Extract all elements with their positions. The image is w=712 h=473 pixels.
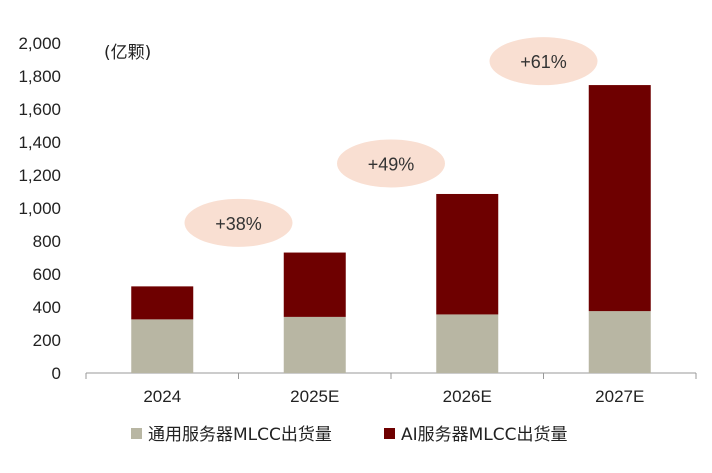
ai-server-mlcc-bar	[283, 252, 346, 317]
y-tick-label: 600	[33, 265, 61, 284]
general-server-mlcc-bar	[131, 319, 194, 373]
growth-bubble	[184, 198, 293, 247]
unit-label: (亿颗)	[104, 43, 151, 63]
growth-label: +61%	[520, 52, 567, 72]
y-tick-label: 2,000	[18, 34, 61, 53]
bars	[131, 85, 651, 373]
legend-general-server-swatch	[131, 428, 142, 439]
legend: 通用服务器MLCC出货量 AI服务器MLCC出货量	[131, 425, 568, 445]
y-tick-label: 1,800	[18, 67, 61, 86]
x-tick-label: 2024	[143, 387, 181, 406]
y-tick-label: 200	[33, 331, 61, 350]
y-tick-label: 1,600	[18, 100, 61, 119]
growth-label: +38%	[215, 214, 262, 234]
y-tick-label: 800	[33, 232, 61, 251]
legend-ai-server-swatch	[384, 428, 395, 439]
y-tick-label: 1,000	[18, 199, 61, 218]
y-axis: 0 200 400 600 800 1,000 1,200 1,400 1,600 1,800 2,…	[18, 34, 61, 383]
y-tick-label: 1,400	[18, 133, 61, 152]
general-server-mlcc-bar	[283, 316, 346, 373]
legend-general-server-label: 通用服务器MLCC出货量	[148, 425, 332, 445]
x-tick-label: 2025E	[290, 387, 339, 406]
general-server-mlcc-bar	[588, 311, 651, 373]
y-tick-label: 400	[33, 298, 61, 317]
x-axis: 2024 2025E 2026E 2027E	[85, 372, 697, 406]
y-tick-label: 1,200	[18, 166, 61, 185]
growth-bubble	[489, 37, 598, 86]
general-server-mlcc-bar	[436, 314, 499, 373]
x-tick-label: 2026E	[443, 387, 492, 406]
growth-label: +49%	[368, 154, 415, 174]
ai-server-mlcc-bar	[131, 286, 194, 320]
legend-ai-server-label: AI服务器MLCC出货量	[401, 425, 568, 445]
growth-annotations: +38% +49% +61%	[184, 37, 598, 247]
ai-server-mlcc-bar	[588, 85, 651, 312]
growth-bubble	[337, 139, 445, 188]
y-tick-label: 0	[52, 364, 61, 383]
x-tick-label: 2027E	[595, 387, 644, 406]
ai-server-mlcc-bar	[436, 193, 499, 315]
